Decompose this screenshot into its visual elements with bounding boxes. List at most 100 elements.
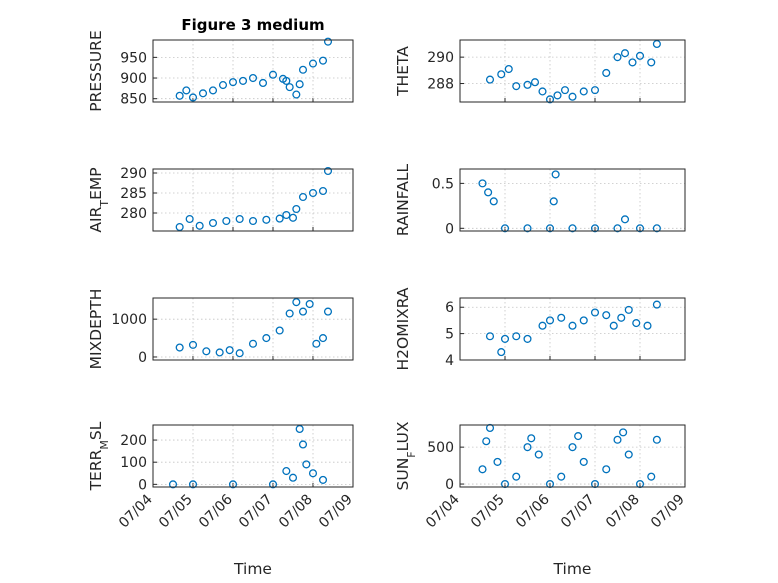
- pressure-point: [238, 76, 248, 85]
- sun_flux-point: [602, 465, 611, 474]
- y-tick-label: 900: [120, 71, 147, 87]
- air_temp-point: [292, 204, 301, 214]
- sun_flux-point: [624, 450, 633, 459]
- axes-frame: [152, 297, 354, 361]
- sun_flux-point: [523, 443, 532, 452]
- h2omixra-point: [545, 316, 555, 325]
- x-tick-label: 07/06: [196, 491, 236, 531]
- sun_flux-point: [512, 472, 521, 481]
- h2omixra-point: [602, 311, 611, 320]
- axes-frame: [459, 168, 686, 232]
- mixdepth-point: [248, 339, 258, 348]
- x-tick-label: 07/07: [236, 492, 276, 532]
- y-tick-label: 0: [445, 477, 454, 493]
- h2omixra-point: [632, 319, 641, 328]
- mixdepth-point: [292, 298, 301, 307]
- y-tick-label: 290: [120, 166, 147, 182]
- pressure-point: [208, 86, 218, 95]
- rainfall-point: [489, 197, 498, 206]
- air_temp-point: [175, 222, 184, 232]
- theta-ylabel: THETA: [394, 46, 412, 97]
- terr_msl-ylabel: TERRMSL: [87, 421, 111, 491]
- y-tick-label: 100: [120, 455, 147, 471]
- h2omixra-point: [512, 332, 521, 341]
- rainfall-point: [635, 224, 645, 233]
- terr_msl-point: [308, 469, 318, 478]
- mixdepth-point: [312, 339, 321, 348]
- mixdepth-point: [323, 307, 333, 316]
- x-tick-label: 07/05: [156, 492, 196, 532]
- rainfall-point: [500, 224, 510, 233]
- pressure-point: [218, 81, 228, 90]
- theta-point: [504, 64, 513, 74]
- x-tick-label: 07/09: [316, 492, 356, 532]
- y-tick-label: 0.5: [432, 176, 454, 192]
- air_temp-point: [282, 210, 291, 220]
- rainfall-point: [551, 170, 560, 179]
- mixdepth-point: [298, 307, 308, 316]
- h2omixra-point: [590, 308, 600, 317]
- pressure-point: [318, 56, 328, 65]
- axes-frame: [459, 39, 686, 103]
- air_temp-point: [262, 215, 271, 224]
- theta-point: [652, 39, 661, 49]
- rainfall-point: [613, 224, 622, 233]
- sun_flux-point: [527, 434, 536, 443]
- sun_flux-point: [574, 432, 583, 441]
- theta-point: [530, 78, 540, 87]
- y-tick-label: 6: [445, 300, 454, 316]
- plot-title: Figure 3 medium: [181, 16, 324, 34]
- terr_msl-point: [298, 440, 308, 449]
- pressure-point: [292, 90, 301, 99]
- air_temp-point: [185, 214, 194, 224]
- axes-frame: [152, 424, 354, 488]
- y-tick-label: 200: [120, 433, 147, 449]
- sun_flux-point: [557, 472, 566, 481]
- pressure-point: [323, 37, 333, 46]
- pressure-point: [248, 73, 258, 83]
- theta-point: [538, 87, 547, 96]
- air_temp-ylabel: AIRTEMP: [87, 167, 111, 232]
- axes-frame: [459, 424, 686, 488]
- sun_flux-ylabel: SUNFLUX: [394, 421, 418, 490]
- terr_msl-point: [295, 424, 304, 434]
- theta-panel: 288 290 THETA: [394, 39, 686, 104]
- theta-point: [512, 82, 521, 91]
- h2omixra-point: [609, 321, 618, 330]
- y-tick-label: 950: [120, 50, 147, 66]
- air_temp-point: [208, 218, 218, 228]
- air_temp-point: [195, 221, 204, 230]
- h2omixra-point: [500, 334, 510, 343]
- sun_flux-point: [534, 450, 543, 459]
- y-tick-label: 288: [427, 77, 454, 93]
- theta-point: [590, 86, 600, 95]
- h2omixra-panel: 4 5 6 H2OMIXRA: [394, 287, 686, 371]
- terr_msl-point: [168, 480, 178, 489]
- sun_flux-point: [579, 457, 588, 466]
- pressure-point: [285, 83, 294, 92]
- theta-point: [568, 92, 577, 101]
- y-tick-label: 285: [120, 186, 147, 202]
- terr_msl-point: [188, 480, 198, 489]
- pressure-panel: 850 900 950 PRESSURE Figure 3 medium: [87, 16, 354, 112]
- rainfall-point: [620, 215, 630, 224]
- y-tick-label: 4: [445, 353, 454, 369]
- rainfall-point: [549, 197, 558, 206]
- pressure-point: [198, 89, 208, 98]
- rainfall-point: [545, 224, 555, 233]
- mixdepth-point: [285, 309, 294, 318]
- sun_flux-point: [613, 435, 622, 444]
- pressure-point: [258, 78, 268, 88]
- axes-frame: [459, 297, 686, 361]
- theta-point: [523, 80, 532, 89]
- h2omixra-point: [523, 334, 532, 343]
- mixdepth-ylabel: MIXDEPTH: [87, 289, 105, 370]
- pressure-ylabel: PRESSURE: [87, 30, 105, 112]
- h2omixra-point: [652, 300, 661, 309]
- rainfall-point: [652, 224, 661, 233]
- h2omixra-ylabel: H2OMIXRA: [394, 287, 412, 370]
- mixdepth-point: [318, 334, 328, 343]
